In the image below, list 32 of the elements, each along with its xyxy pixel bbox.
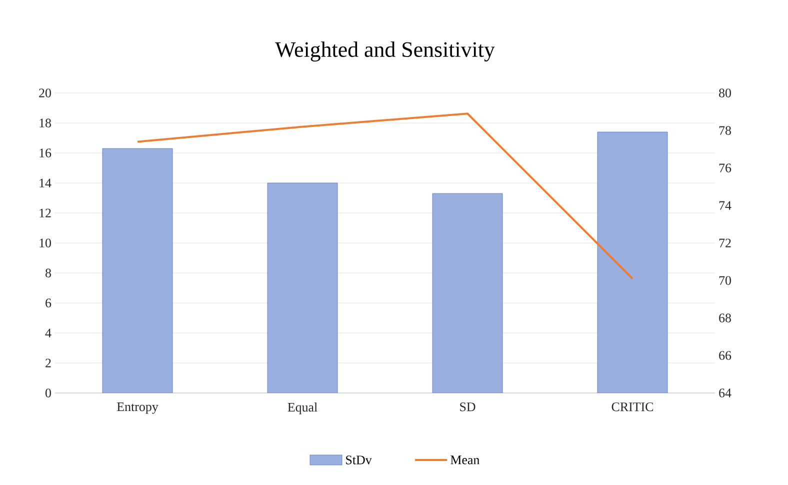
y-tick-label: 12 [40, 208, 51, 218]
bar [267, 182, 338, 393]
line-series [136, 112, 634, 280]
x-tick-label: SD [460, 402, 476, 412]
y-tick-label: 6 [46, 298, 52, 308]
bar [597, 132, 668, 393]
y-tick-label: 2 [46, 358, 51, 368]
y2-tick-label: 68 [719, 314, 731, 322]
y2-tick-label: 74 [719, 201, 732, 210]
y-tick-label: 20 [39, 88, 51, 98]
y2-tick-label: 80 [719, 88, 731, 98]
y2-tick-label: 72 [719, 238, 731, 248]
y-tick-label: 14 [40, 178, 52, 188]
y2-tick-label: 70 [719, 276, 731, 285]
y-tick-label: 18 [40, 118, 51, 128]
chart-title: Weighted and Sensitivity [275, 42, 495, 62]
y-tick-label: 0 [46, 388, 51, 398]
x-tick-label: Entropy [117, 402, 158, 414]
y-tick-label: 8 [46, 268, 51, 278]
legend-label: Mean [450, 456, 480, 464]
bar [102, 148, 173, 393]
y2-tick-label: 78 [719, 126, 731, 135]
y2-tick-label: 66 [719, 351, 732, 360]
legend-label: StDv [346, 456, 372, 464]
x-tick-label: CRITIC [612, 402, 654, 412]
y2-tick-label: 64 [719, 388, 732, 398]
bar [432, 193, 503, 393]
y-tick-label: 16 [40, 148, 52, 158]
y-tick-label: 10 [40, 238, 51, 248]
x-tick-label: Equal [288, 402, 318, 414]
y-tick-label: 4 [45, 328, 52, 338]
y2-tick-label: 76 [719, 164, 732, 172]
